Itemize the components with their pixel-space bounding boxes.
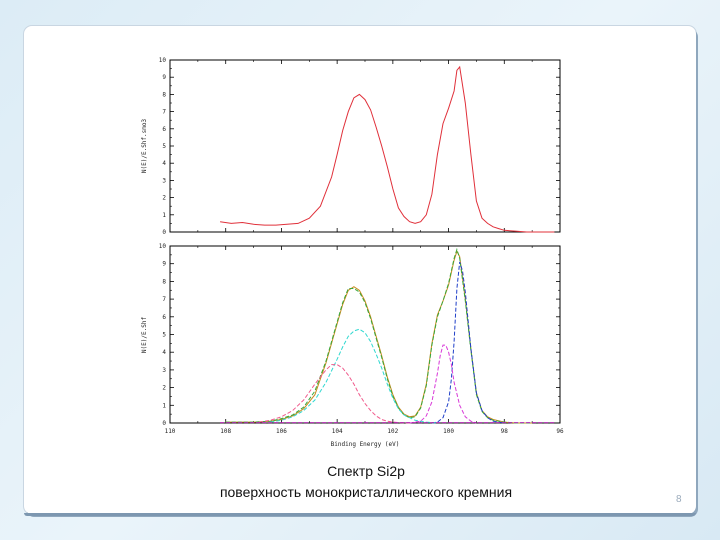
top-spectrum-panel: 0 1 2 3 4 5 6 7 8 9 10 N(E)/E.Shf.smo3 <box>141 57 561 236</box>
y-tick-label: 1 <box>162 212 166 219</box>
y-tick-label: 1 <box>162 402 166 409</box>
y-tick-label: 9 <box>162 261 166 268</box>
slide-bottom-border <box>24 513 696 516</box>
bottom-y-axis-label: N(E)/E.Shf <box>141 317 148 354</box>
bottom-plot-frame <box>169 245 561 424</box>
y-tick-label: 4 <box>162 349 166 356</box>
spectrum-line-0-0 <box>220 65 555 233</box>
y-tick-label: 3 <box>162 367 166 374</box>
y-tick-label: 0 <box>162 420 166 427</box>
spectrum-line-1-5 <box>409 344 477 424</box>
spectrum-line-1-4 <box>259 364 410 424</box>
slide <box>24 26 696 514</box>
spectrum-line-1-0 <box>225 250 533 424</box>
y-tick-label: 10 <box>159 57 167 64</box>
y-tick-label: 6 <box>162 126 166 133</box>
x-tick-label: 102 <box>387 428 398 435</box>
x-tick-label: 98 <box>501 428 509 435</box>
x-tick-label: 110 <box>165 428 176 435</box>
x-axis-label: Binding Energy (eV) <box>331 441 400 448</box>
top-y-axis-label: N(E)/E.Shf.smo3 <box>141 119 148 174</box>
y-tick-label: 5 <box>162 143 166 150</box>
x-tick-label: 104 <box>332 428 343 435</box>
spectrum-line-1-2 <box>431 261 505 424</box>
top-plot-frame <box>169 59 561 233</box>
y-tick-label: 10 <box>159 243 167 250</box>
y-tick-label: 7 <box>162 109 166 116</box>
spectrum-line-1-3 <box>270 328 438 424</box>
bottom-spectrum-panel: 0 1 2 3 4 5 6 7 8 9 10 110 108 106 104 102 100 98 96 N(E)… <box>141 243 564 448</box>
x-tick-label: 108 <box>220 428 231 435</box>
y-tick-label: 9 <box>162 74 166 81</box>
x-tick-label: 100 <box>443 428 454 435</box>
page-number: 8 <box>676 494 682 505</box>
spectrum-line-1-1 <box>225 247 533 424</box>
y-tick-label: 6 <box>162 314 166 321</box>
y-tick-label: 8 <box>162 91 166 98</box>
y-tick-label: 2 <box>162 195 166 202</box>
y-tick-label: 0 <box>162 229 166 236</box>
y-tick-label: 3 <box>162 177 166 184</box>
y-tick-label: 5 <box>162 332 166 339</box>
y-tick-label: 2 <box>162 385 166 392</box>
y-tick-label: 8 <box>162 278 166 285</box>
y-tick-label: 7 <box>162 296 166 303</box>
y-tick-label: 4 <box>162 160 166 167</box>
figure-caption-subtitle: поверхность монокристаллического кремния <box>219 484 513 500</box>
x-tick-label: 106 <box>276 428 287 435</box>
figure-caption-title: Спектр Si2p <box>327 463 405 479</box>
x-tick-label: 96 <box>556 428 564 435</box>
